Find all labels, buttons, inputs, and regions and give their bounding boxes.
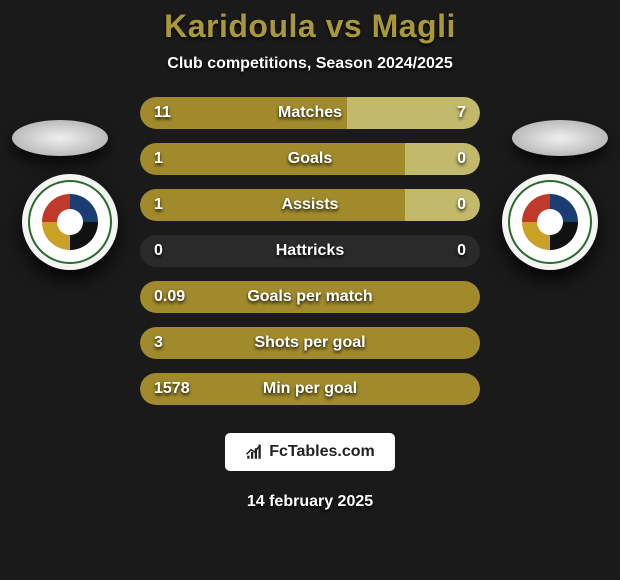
player1-club-crest	[22, 174, 118, 270]
stat-label: Shots per goal	[140, 327, 480, 359]
stat-rows: 117Matches 10Goals 10Assists 00Hattricks 0.0…	[140, 97, 480, 405]
stat-label: Hattricks	[140, 235, 480, 267]
stat-label: Matches	[140, 97, 480, 129]
player2-club-crest	[502, 174, 598, 270]
stat-row: 00Hattricks	[140, 235, 480, 267]
watermark-text: FcTables.com	[269, 443, 375, 461]
stat-row: 10Goals	[140, 143, 480, 175]
stat-label: Assists	[140, 189, 480, 221]
stat-row: 117Matches	[140, 97, 480, 129]
stat-label: Goals	[140, 143, 480, 175]
crest-center	[537, 209, 563, 235]
date: 14 february 2025	[247, 493, 373, 511]
stat-row: 0.09Goals per match	[140, 281, 480, 313]
stat-row: 10Assists	[140, 189, 480, 221]
stat-row: 3Shots per goal	[140, 327, 480, 359]
crest-ring	[28, 180, 112, 264]
player1-pedestal	[12, 120, 108, 156]
chart-icon	[245, 443, 263, 461]
player2-pedestal	[512, 120, 608, 156]
stat-label: Goals per match	[140, 281, 480, 313]
comparison-card: Karidoula vs Magli Club competitions, Se…	[0, 0, 620, 580]
crest-center	[57, 209, 83, 235]
subtitle: Club competitions, Season 2024/2025	[167, 55, 452, 73]
stat-row: 1578Min per goal	[140, 373, 480, 405]
page-title: Karidoula vs Magli	[164, 8, 456, 45]
stat-label: Min per goal	[140, 373, 480, 405]
watermark[interactable]: FcTables.com	[225, 433, 395, 471]
crest-ring	[508, 180, 592, 264]
